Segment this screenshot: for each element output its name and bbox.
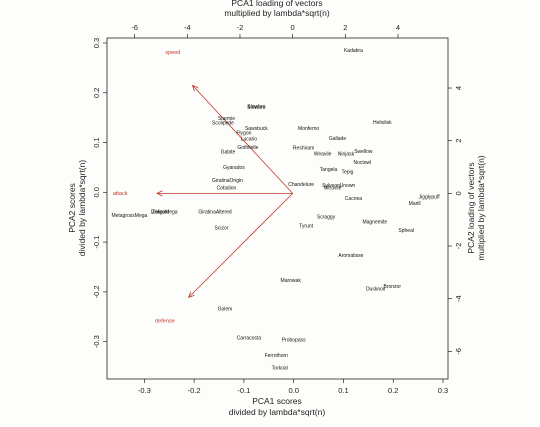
loading-vector-arrowhead <box>191 84 199 92</box>
right-tick-label: 2 <box>454 139 463 143</box>
score-point-label: Tepig <box>341 170 353 176</box>
score-point-label: Golem <box>218 307 233 313</box>
left-axis-title-line1: PCA2 scores <box>67 183 77 233</box>
score-point-label: Swellow <box>354 149 373 155</box>
score-point-label: Monferno <box>298 126 319 132</box>
score-point-label: Gyarados <box>223 165 245 171</box>
score-point-label: Marowak <box>281 278 302 284</box>
top-tick-label: 2 <box>343 23 347 32</box>
score-point-label: Dusknoir <box>366 287 386 293</box>
right-tick-label: -2 <box>454 243 463 250</box>
left-axis-title-line2: divided by lambda*sqrt(n) <box>77 160 87 257</box>
bottom-tick-label: -0.3 <box>138 386 151 395</box>
score-point-label: Weavile <box>314 151 332 157</box>
score-point-label: Cacnea <box>345 196 362 202</box>
right-tick-label: -6 <box>454 348 463 355</box>
left-tick-label: 0.0 <box>92 187 101 197</box>
score-point-label: Chandelure <box>288 182 314 188</box>
score-point-label: Reshiram <box>293 145 314 151</box>
bottom-tick-label: 0.0 <box>288 386 298 395</box>
left-tick-label: -0.1 <box>92 236 101 249</box>
score-point-label: Slowbro <box>247 105 265 111</box>
score-point-label: Scraggy <box>317 215 336 221</box>
left-tick-label: -0.3 <box>92 335 101 348</box>
score-point-label: Lucario <box>241 136 258 142</box>
loading-vector-arrowhead <box>187 291 195 299</box>
bottom-tick-label: 0.3 <box>438 386 448 395</box>
right-tick-label: 4 <box>454 86 463 90</box>
score-point-label: Cobalion <box>217 186 237 192</box>
top-axis-title-line2: multiplied by lambda*sqrt(n) <box>224 8 330 18</box>
bottom-axis-title-line2: divided by lambda*sqrt(n) <box>229 407 326 417</box>
score-point-label: Heliolisk <box>373 120 392 126</box>
score-point-label: Carracosta <box>237 336 262 342</box>
bottom-tick-label: 0.2 <box>388 386 398 395</box>
loading-vector-arrowhead <box>156 190 163 197</box>
score-point-label: Gallade <box>329 136 346 142</box>
score-point-label: Jigglypuff <box>419 195 441 201</box>
loading-vector-defense <box>188 193 293 298</box>
score-point-label: Tangela <box>320 167 338 173</box>
loading-vectors-layer: speed attack defense <box>113 50 293 325</box>
left-tick-label: -0.2 <box>92 285 101 298</box>
score-point-label: Ferrothorn <box>265 353 289 359</box>
bottom-tick-label: -0.1 <box>237 386 250 395</box>
top-tick-label: -4 <box>184 23 191 32</box>
score-point-label: Weavile <box>324 186 342 192</box>
score-point-label: Sawsbuck <box>245 126 268 132</box>
score-point-label: Zekrom <box>152 210 169 216</box>
score-point-label: Bronzor <box>383 284 401 290</box>
score-point-label: Scolipede <box>212 120 234 126</box>
right-tick-label: -4 <box>454 295 463 302</box>
right-axis-title-line2: multiplied by lambda*sqrt(n) <box>476 155 486 261</box>
bottom-tick-label: 0.1 <box>338 386 348 395</box>
score-point-label: Starmie <box>218 116 235 122</box>
top-tick-label: 0 <box>291 23 295 32</box>
bottom-tick-label: -0.2 <box>188 386 201 395</box>
top-axis-title-line1: PCA1 loading of vectors <box>231 0 322 8</box>
score-point-label: MetagrossMega <box>111 213 147 219</box>
score-point-label: Tyrunt <box>299 224 314 230</box>
right-tick-label: 0 <box>454 191 463 195</box>
score-point-label: Probopass <box>282 337 306 343</box>
plot-frame <box>106 37 449 380</box>
score-point-label: Kadabra <box>344 48 363 54</box>
score-point-label: DialgaMega <box>151 210 178 216</box>
score-point-label: Gothitelle <box>237 145 258 151</box>
score-point-label: GiratinaOrigin <box>212 178 243 184</box>
score-point-label: Noctowl <box>353 160 371 166</box>
score-point-label: Spheal <box>398 228 414 234</box>
right-axis-title-line1: PCA2 loading of vectors <box>466 162 476 253</box>
left-tick-label: 0.1 <box>92 137 101 147</box>
score-point-label: Torkoal <box>272 365 288 371</box>
loading-vector-speed <box>192 85 293 194</box>
score-point-label: Sylveon <box>322 183 340 189</box>
top-tick-label: 4 <box>396 23 400 32</box>
score-point-label: GiratinaAltered <box>198 210 232 216</box>
top-tick-label: -2 <box>237 23 244 32</box>
loading-vector-label-attack: attack <box>113 191 128 197</box>
score-points-layer: KadabraSlowbroSlowbroStarmieSawsbuckScol… <box>111 48 440 372</box>
score-point-label: Flygon <box>236 130 251 136</box>
score-point-label: Marill <box>409 201 421 207</box>
left-tick-label: 0.2 <box>92 88 101 98</box>
bottom-axis-title-line1: PCA1 scores <box>252 396 302 406</box>
score-point-label: Aromatisse <box>338 253 363 259</box>
ticks-layer: -0.3 -0.2 -0.1 0.0 0.1 0.2 0.3 -6 -4 -2 0 2 4 -0.3 -0.… <box>92 23 463 395</box>
top-tick-label: -6 <box>131 23 138 32</box>
score-point-label: Ninjask <box>338 151 355 157</box>
score-point-label: Slowbro <box>247 104 265 110</box>
score-point-label: Gabite <box>221 149 236 155</box>
loading-vector-label-speed: speed <box>165 50 180 56</box>
left-tick-label: 0.3 <box>92 38 101 48</box>
loading-vector-label-defense: defense <box>155 319 175 325</box>
score-point-label: Magnemite <box>362 220 387 226</box>
score-point-label: Unown <box>340 183 356 189</box>
score-point-label: Scizor <box>215 225 229 231</box>
